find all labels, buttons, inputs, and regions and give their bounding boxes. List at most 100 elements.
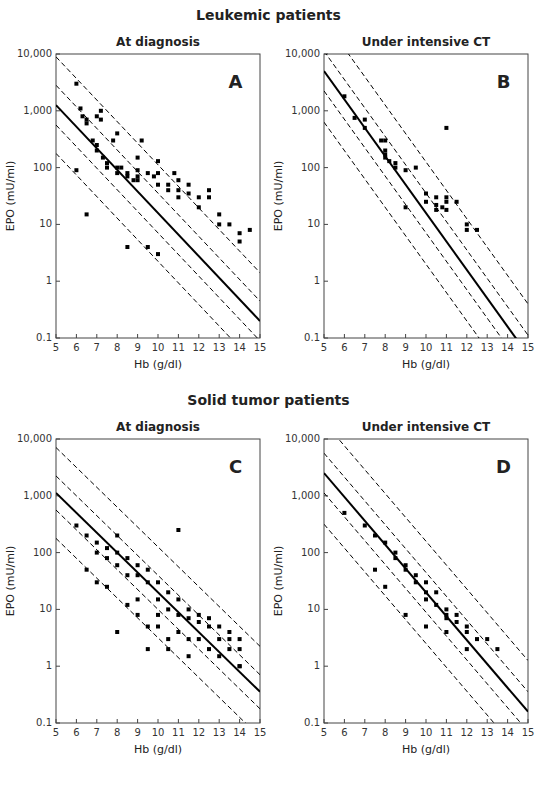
y-tick <box>324 552 328 553</box>
point <box>238 647 242 651</box>
interval-line <box>56 153 260 338</box>
x-tick <box>507 334 508 338</box>
point <box>455 620 459 624</box>
background <box>0 0 537 801</box>
point <box>156 624 160 628</box>
point <box>74 168 78 172</box>
x-tick <box>117 719 118 723</box>
point <box>166 637 170 641</box>
point <box>105 585 109 589</box>
y-tick <box>56 439 60 440</box>
panel-title: Under intensive CT <box>362 420 491 434</box>
y-tick <box>56 609 60 610</box>
point <box>434 208 438 212</box>
point <box>176 613 180 617</box>
y-tick-label: 1,000 <box>23 105 52 116</box>
plot-marks <box>324 54 528 338</box>
point <box>465 228 469 232</box>
panel-label: C <box>229 456 242 477</box>
y-tick <box>56 110 60 111</box>
point <box>444 616 448 620</box>
x-tick <box>426 719 427 723</box>
point <box>176 188 180 192</box>
panel-label: D <box>496 456 511 477</box>
y-tick <box>324 666 328 667</box>
point <box>373 534 377 538</box>
point <box>404 563 408 567</box>
x-tick-label: 11 <box>440 342 453 353</box>
point <box>197 613 201 617</box>
point <box>197 637 201 641</box>
point <box>444 126 448 130</box>
x-axis-label: Hb (g/dl) <box>134 743 182 756</box>
x-tick <box>56 334 57 338</box>
y-tick-label: 1 <box>46 660 52 671</box>
point <box>187 183 191 187</box>
point <box>238 637 242 641</box>
x-tick-label: 10 <box>152 727 165 738</box>
x-tick <box>198 334 199 338</box>
point <box>136 563 140 567</box>
point <box>197 205 201 209</box>
x-tick-label: 6 <box>73 342 79 353</box>
x-tick-label: 8 <box>382 727 388 738</box>
y-axis-label: EPO (mU/ml) <box>272 161 285 232</box>
point <box>227 647 231 651</box>
point <box>125 245 129 249</box>
point <box>91 138 95 142</box>
regression-line <box>56 493 260 692</box>
x-tick-label: 5 <box>53 727 59 738</box>
point <box>115 171 119 175</box>
y-tick-label: 100 <box>301 547 320 558</box>
interval-line <box>324 493 528 723</box>
point <box>85 121 89 125</box>
point <box>383 138 387 142</box>
x-tick-label: 12 <box>460 727 473 738</box>
point <box>146 624 150 628</box>
x-tick-label: 9 <box>134 727 140 738</box>
point <box>187 616 191 620</box>
point <box>136 613 140 617</box>
point <box>85 568 89 572</box>
point <box>238 231 242 235</box>
x-tick <box>385 719 386 723</box>
point <box>197 620 201 624</box>
point <box>217 624 221 628</box>
x-tick-label: 8 <box>114 342 120 353</box>
point <box>115 551 119 555</box>
x-tick <box>364 334 365 338</box>
point <box>125 174 129 178</box>
point <box>187 637 191 641</box>
figure-heading: Leukemic patients <box>196 7 341 23</box>
point <box>207 616 211 620</box>
point <box>166 607 170 611</box>
point <box>176 528 180 532</box>
point <box>105 546 109 550</box>
y-axis-label: EPO (mU/ml) <box>4 546 17 617</box>
point <box>444 208 448 212</box>
x-tick <box>239 719 240 723</box>
point <box>207 195 211 199</box>
point <box>176 195 180 199</box>
x-tick <box>117 334 118 338</box>
point <box>136 156 140 160</box>
point <box>373 568 377 572</box>
x-tick <box>260 719 261 723</box>
x-tick-label: 13 <box>481 727 494 738</box>
point <box>132 178 136 182</box>
point <box>146 245 150 249</box>
y-tick-label: 100 <box>301 162 320 173</box>
y-tick-label: 10,000 <box>17 433 52 444</box>
x-tick <box>324 719 325 723</box>
x-tick <box>219 719 220 723</box>
point <box>74 82 78 86</box>
point <box>455 613 459 617</box>
point <box>387 159 391 163</box>
point <box>485 637 489 641</box>
x-tick <box>344 719 345 723</box>
point <box>238 664 242 668</box>
point <box>465 624 469 628</box>
x-tick-label: 14 <box>233 727 246 738</box>
point <box>404 568 408 572</box>
y-axis-label: EPO (mU/ml) <box>4 161 17 232</box>
